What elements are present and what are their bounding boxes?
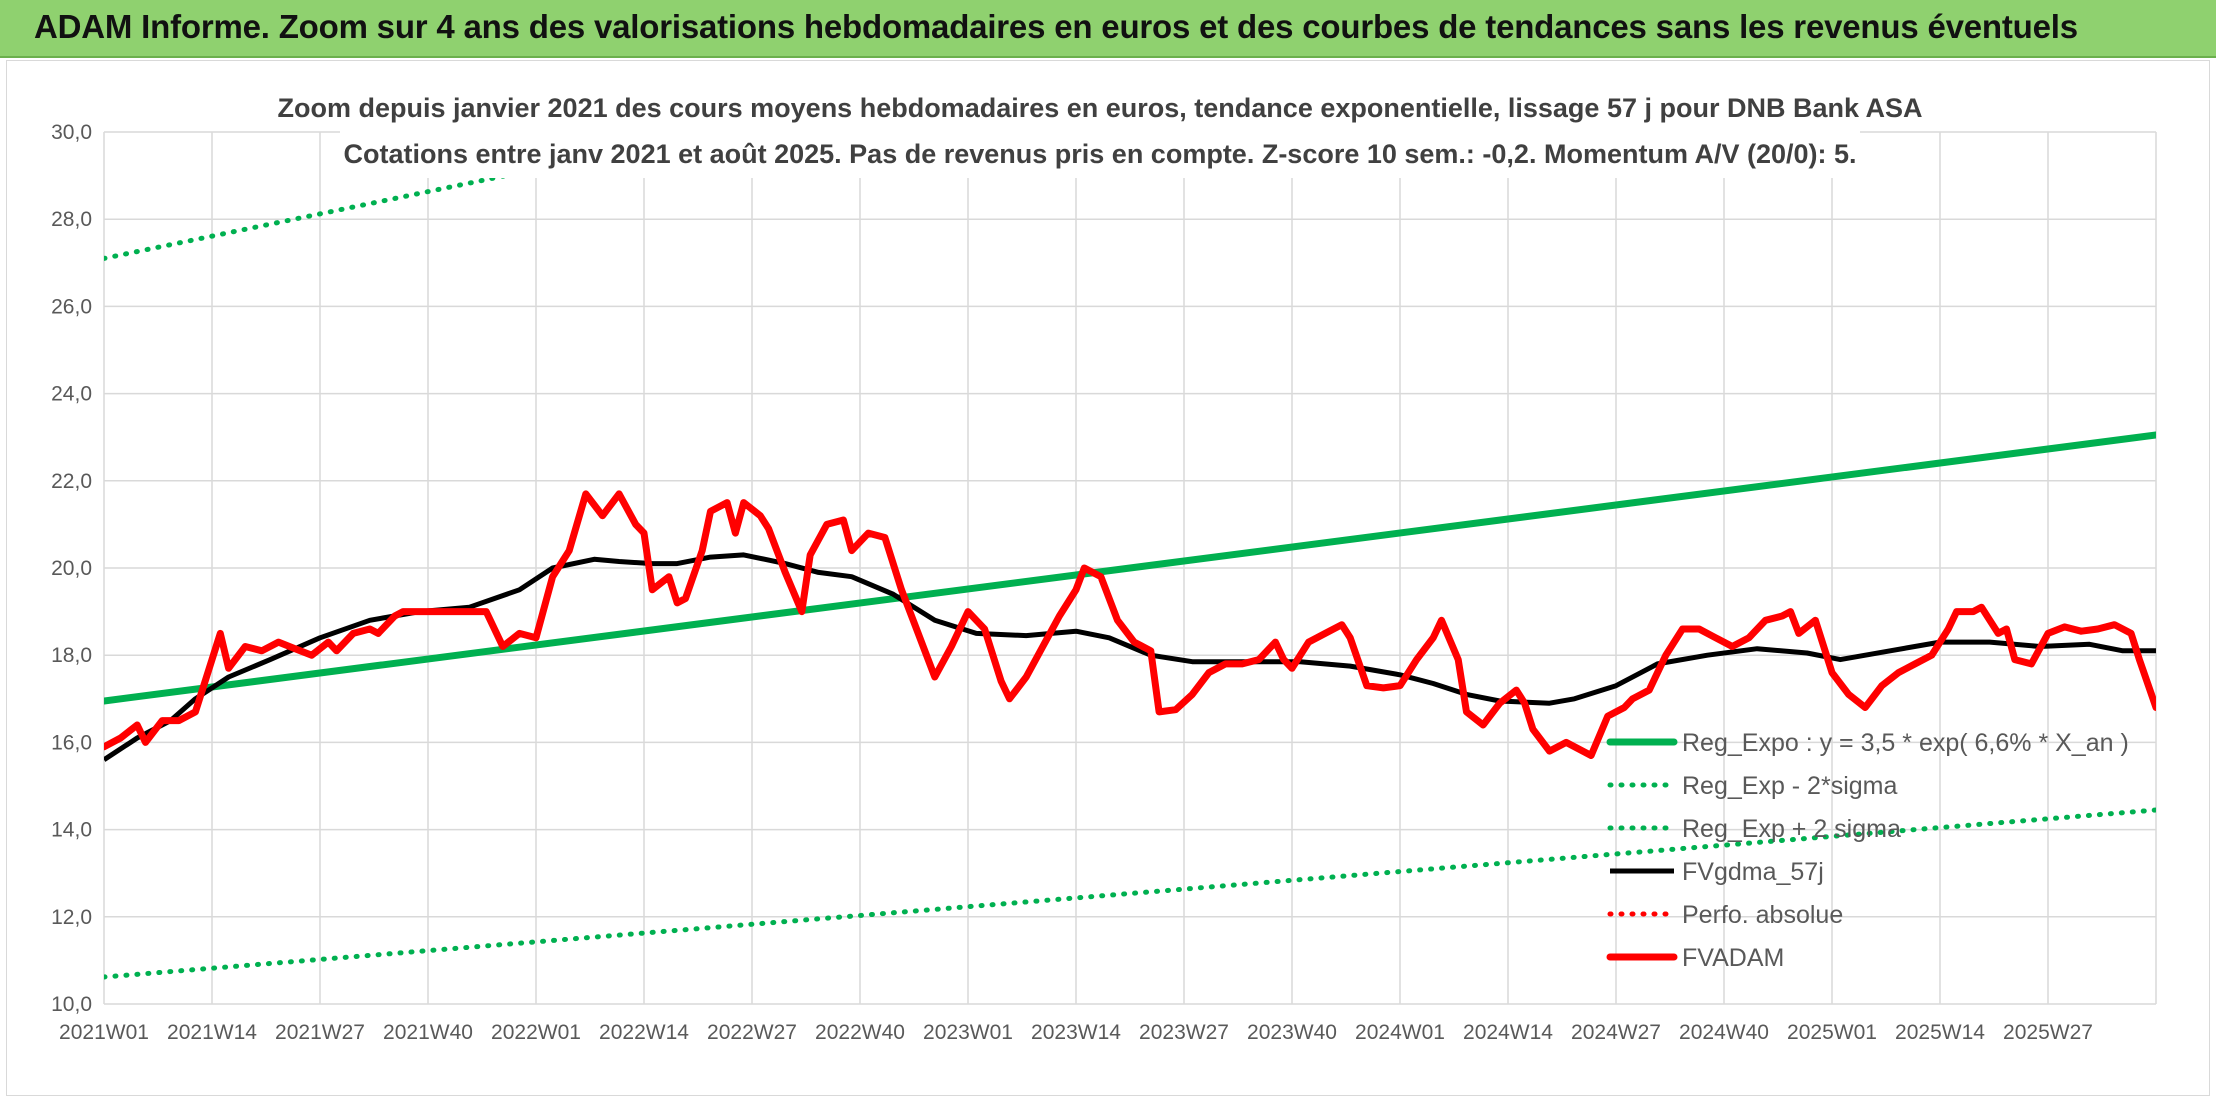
y-tick-label: 10,0 xyxy=(51,993,92,1016)
x-tick-label: 2021W27 xyxy=(275,1021,365,1044)
series-line-fvadam xyxy=(104,490,2156,759)
y-axis-ticks: 10,0 12,0 14,0 16,0 18,0 20,0 22,0 24,0 26,0 28,0… xyxy=(51,121,92,1016)
y-tick-label: 20,0 xyxy=(51,557,92,580)
x-tick-label: 2023W14 xyxy=(1031,1021,1121,1044)
chart-subtitle-line1: Zoom depuis janvier 2021 des cours moyen… xyxy=(277,93,1922,123)
series-line-reg_expo xyxy=(104,431,2156,705)
legend-label-reg_plus: Reg_Exp + 2 sigma xyxy=(1682,815,1901,843)
x-tick-label: 2022W01 xyxy=(491,1021,581,1044)
y-tick-label: 12,0 xyxy=(51,906,92,929)
x-tick-label: 2025W14 xyxy=(1895,1021,1985,1044)
series-lines xyxy=(104,128,2156,980)
y-tick-label: 16,0 xyxy=(51,731,92,754)
legend-label-fvadam: FVADAM xyxy=(1682,944,1784,972)
x-tick-label: 2024W01 xyxy=(1355,1021,1445,1044)
legend-label-perfo: Perfo. absolue xyxy=(1682,901,1843,929)
x-tick-label: 2023W40 xyxy=(1247,1021,1337,1044)
x-tick-label: 2021W01 xyxy=(59,1021,149,1044)
x-tick-label: 2022W40 xyxy=(815,1021,905,1044)
y-tick-label: 22,0 xyxy=(51,470,92,493)
x-tick-label: 2021W40 xyxy=(383,1021,473,1044)
report-title: ADAM Informe. Zoom sur 4 ans des valoris… xyxy=(34,8,2078,45)
y-tick-label: 28,0 xyxy=(51,208,92,231)
x-tick-label: 2023W01 xyxy=(923,1021,1013,1044)
y-tick-label: 30,0 xyxy=(51,121,92,144)
legend-label-reg_expo: Reg_Expo : y = 3,5 * exp( 6,6% * X_an ) xyxy=(1682,729,2129,757)
series-line-reg_minus xyxy=(104,807,2156,980)
x-tick-label: 2024W40 xyxy=(1679,1021,1769,1044)
y-tick-label: 24,0 xyxy=(51,383,92,406)
x-tick-label: 2024W27 xyxy=(1571,1021,1661,1044)
x-tick-label: 2022W27 xyxy=(707,1021,797,1044)
x-tick-label: 2022W14 xyxy=(599,1021,689,1044)
report-banner: ADAM Informe. Zoom sur 4 ans des valoris… xyxy=(0,0,2216,58)
chart-subtitle-line2: Cotations entre janv 2021 et août 2025. … xyxy=(343,139,1856,169)
x-axis-ticks: 2021W01 2021W14 2021W27 2021W40 2022W01 2022W… xyxy=(59,1021,2093,1044)
y-tick-label: 14,0 xyxy=(51,819,92,842)
chart-frame xyxy=(6,60,2210,1096)
x-tick-label: 2025W27 xyxy=(2003,1021,2093,1044)
subtitle-background xyxy=(340,82,1860,178)
x-tick-label: 2024W14 xyxy=(1463,1021,1553,1044)
chart-legend: Reg_Expo : y = 3,5 * exp( 6,6% * X_an ) R… xyxy=(1606,729,2129,972)
y-tick-label: 26,0 xyxy=(51,295,92,318)
x-tick-label: 2021W14 xyxy=(167,1021,257,1044)
x-tick-label: 2023W27 xyxy=(1139,1021,1229,1044)
legend-label-fvgdma: FVgdma_57j xyxy=(1682,858,1824,886)
y-tick-label: 18,0 xyxy=(51,644,92,667)
legend-label-reg_minus: Reg_Exp - 2*sigma xyxy=(1682,772,1897,800)
x-tick-label: 2025W01 xyxy=(1787,1021,1877,1044)
